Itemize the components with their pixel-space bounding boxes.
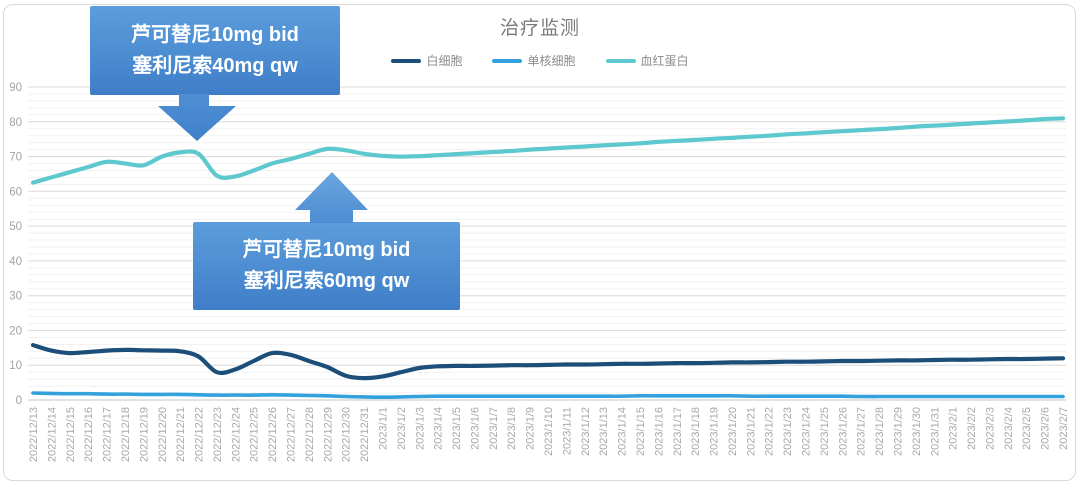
x-tick-label: 2023/1/16 — [653, 407, 665, 456]
x-tick-label: 2023/1/3 — [414, 407, 426, 450]
legend-item-0[interactable]: 白细胞 — [391, 52, 462, 69]
x-tick-label: 2023/1/19 — [709, 407, 721, 456]
x-tick-label: 2023/1/5 — [451, 407, 463, 450]
x-tick-label: 2022/12/15 — [65, 407, 77, 462]
x-tick-label: 2023/1/4 — [433, 407, 445, 450]
annotation-callout-dose-60: 芦可替尼10mg bid 塞利尼索60mg qw — [193, 222, 460, 310]
y-tick-label: 10 — [9, 360, 22, 372]
x-tick-label: 2023/1/29 — [893, 407, 905, 456]
x-tick-label: 2023/2/5 — [1021, 407, 1033, 450]
x-tick-label: 2023/1/30 — [911, 407, 923, 456]
x-tick-label: 2023/1/31 — [929, 407, 941, 456]
x-tick-label: 2023/2/4 — [1003, 407, 1015, 450]
x-tick-label: 2023/1/13 — [598, 407, 610, 456]
x-tick-label: 2023/2/6 — [1040, 407, 1052, 450]
x-tick-label: 2022/12/25 — [249, 407, 261, 462]
y-tick-label: 80 — [9, 117, 22, 129]
annotation-text-line: 芦可替尼10mg bid — [131, 23, 299, 46]
y-tick-label: 40 — [9, 256, 22, 268]
series-line-1 — [31, 391, 1065, 399]
y-tick-label: 20 — [9, 325, 22, 337]
x-tick-label: 2022/12/28 — [304, 407, 316, 462]
y-tick-label: 90 — [9, 82, 22, 94]
x-tick-label: 2023/2/3 — [984, 407, 996, 450]
x-tick-label: 2022/12/23 — [212, 407, 224, 462]
annotation-text-line: 芦可替尼10mg bid — [242, 239, 411, 261]
x-tick-label: 2023/1/14 — [617, 407, 629, 456]
x-tick-label: 2023/1/25 — [819, 407, 831, 456]
legend-label: 血红蛋白 — [640, 54, 689, 68]
x-tick-label: 2023/1/22 — [764, 407, 776, 456]
x-tick-label: 2023/1/26 — [837, 407, 849, 456]
annotation-text-line: 塞利尼索40mg qw — [132, 54, 298, 77]
x-tick-label: 2022/12/13 — [28, 407, 40, 462]
x-tick-label: 2023/1/23 — [782, 407, 794, 456]
x-tick-label: 2022/12/14 — [46, 407, 58, 462]
x-tick-label: 2023/1/21 — [745, 407, 757, 456]
x-tick-label: 2023/1/9 — [525, 407, 537, 450]
y-tick-label: 60 — [9, 186, 22, 198]
x-tick-label: 2022/12/27 — [286, 407, 298, 462]
legend-item-1[interactable]: 单核细胞 — [492, 52, 576, 69]
series-line-2 — [30, 116, 1066, 185]
legend-item-2[interactable]: 血红蛋白 — [605, 52, 689, 69]
chart-legend: 白细胞 单核细胞 血红蛋白 — [0, 52, 1080, 69]
legend-label: 白细胞 — [426, 54, 463, 68]
x-tick-label: 2022/12/26 — [267, 407, 279, 462]
x-tick-label: 2023/1/7 — [488, 407, 500, 450]
x-tick-label: 2023/1/20 — [727, 407, 739, 456]
x-tick-label: 2023/1/27 — [856, 407, 868, 456]
x-tick-label: 2022/12/16 — [83, 407, 95, 462]
x-tick-label: 2023/1/28 — [874, 407, 886, 456]
x-tick-label: 2022/12/29 — [322, 407, 334, 462]
x-tick-label: 2022/12/19 — [138, 407, 150, 462]
legend-label: 单核细胞 — [527, 54, 576, 68]
x-tick-label: 2023/2/1 — [948, 407, 960, 450]
x-tick-label: 2022/12/18 — [120, 407, 132, 462]
legend-swatch-icon — [492, 58, 523, 63]
x-tick-label: 2022/12/30 — [341, 407, 353, 462]
x-tick-label: 2023/1/2 — [396, 407, 408, 450]
annotation-callout-dose-40: 芦可替尼10mg bid 塞利尼索40mg qw — [90, 6, 340, 95]
x-tick-label: 2022/12/17 — [102, 407, 114, 462]
x-tick-label: 2023/1/6 — [469, 407, 481, 450]
x-tick-label: 2023/1/10 — [543, 407, 555, 456]
annotation-text-line: 塞利尼索60mg qw — [243, 270, 410, 292]
x-tick-label: 2023/1/1 — [378, 407, 390, 450]
x-tick-label: 2022/12/22 — [194, 407, 206, 462]
x-tick-label: 2023/1/11 — [561, 407, 573, 455]
y-tick-label: 0 — [16, 395, 22, 407]
legend-swatch-icon — [605, 58, 636, 63]
y-tick-label: 70 — [9, 152, 22, 164]
x-tick-label: 2023/1/18 — [690, 407, 702, 456]
x-tick-label: 2023/1/12 — [580, 407, 592, 456]
x-tick-label: 2022/12/31 — [359, 407, 371, 462]
x-tick-label: 2022/12/21 — [175, 407, 187, 462]
x-tick-label: 2022/12/20 — [157, 407, 169, 462]
chart-title: 治疗监测 — [499, 18, 580, 39]
y-tick-label: 30 — [9, 291, 22, 303]
x-tick-label: 2022/12/24 — [230, 407, 242, 462]
x-tick-label: 2023/2/2 — [966, 407, 978, 450]
x-tick-label: 2023/1/15 — [635, 407, 647, 456]
x-tick-label: 2023/2/7 — [1058, 407, 1070, 450]
legend-swatch-icon — [391, 58, 422, 63]
y-tick-label: 50 — [9, 221, 22, 233]
x-tick-label: 2023/1/8 — [506, 407, 518, 450]
series-line-0 — [30, 343, 1066, 381]
x-tick-label: 2023/1/17 — [672, 407, 684, 456]
x-tick-label: 2023/1/24 — [801, 407, 813, 456]
